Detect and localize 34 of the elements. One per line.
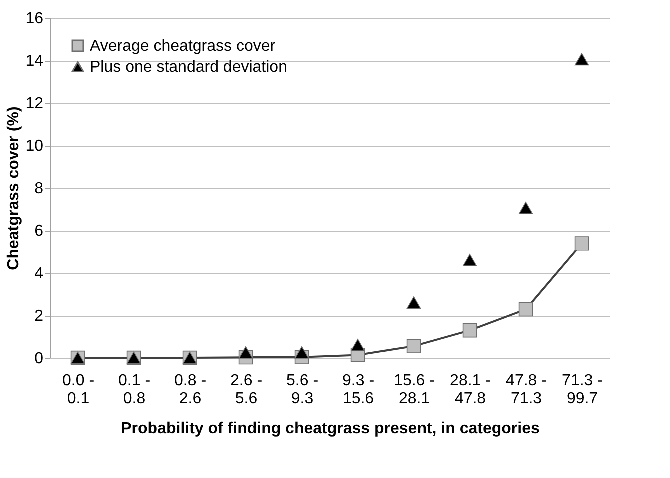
point (574, 53, 590, 66)
legend-label: Average cheatgrass cover (90, 38, 276, 55)
point (406, 339, 422, 354)
x-tick-label: 2.6 - 5.6 (230, 372, 263, 408)
x-tick-label: 9.3 - 15.6 (342, 372, 375, 408)
x-tick-label: 28.1 - 47.8 (450, 372, 491, 408)
point (294, 346, 310, 359)
point (518, 202, 534, 214)
x-tick-label: 0.0 - 0.1 (62, 372, 95, 408)
y-tick-label: 6 (34, 223, 44, 240)
x-axis-title: Probability of finding cheatgrass present, in categories (121, 420, 540, 438)
y-tick-label: 12 (26, 96, 44, 112)
point (406, 296, 422, 309)
x-tick-label: 47.8 - 71.3 (506, 372, 547, 408)
point (462, 323, 478, 338)
x-tick-label: 0.1 - 0.8 (118, 372, 151, 408)
point (574, 236, 590, 251)
point (350, 339, 366, 352)
y-tick-label: 10 (26, 138, 44, 155)
x-tick-label: 15.6 - 28.1 (394, 372, 435, 408)
y-tick-label: 2 (34, 308, 44, 325)
point (238, 346, 254, 359)
y-tick-label: 8 (34, 180, 44, 198)
y-tick-label: 14 (26, 53, 44, 70)
x-tick-label: 0.8 - 2.6 (174, 372, 207, 408)
x-tick-label: 5.6 - 9.3 (286, 372, 319, 408)
x-tick-label: 71.3 - 99.7 (562, 372, 603, 408)
point (462, 254, 478, 266)
legend-label: Plus one standard deviation (90, 59, 288, 76)
y-tick-label: 0 (34, 350, 44, 368)
y-tick-label: 4 (34, 266, 44, 282)
point (518, 302, 534, 317)
y-tick-label: 16 (26, 10, 44, 28)
y-axis-title: Cheatgrass cover (%) (6, 106, 23, 270)
